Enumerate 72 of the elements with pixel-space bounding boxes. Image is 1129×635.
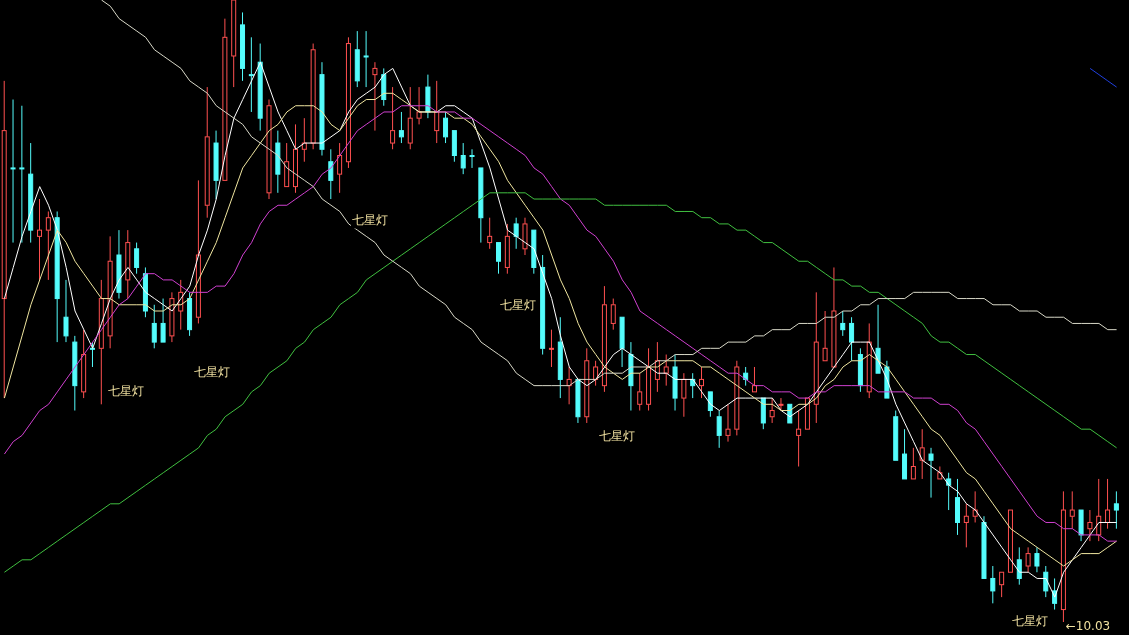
candlestick (337, 142, 343, 194)
candlestick (248, 36, 254, 113)
candlestick (672, 354, 678, 412)
candlestick (398, 111, 404, 144)
candlestick (363, 30, 369, 88)
candlestick (522, 217, 528, 256)
candlestick (107, 235, 113, 349)
candlestick (45, 210, 51, 281)
candlestick (796, 410, 802, 467)
candlestick (1016, 546, 1022, 586)
candlestick (1113, 490, 1119, 530)
candlestick (637, 372, 643, 412)
candlestick (778, 397, 784, 412)
candlestick (1034, 546, 1040, 573)
candlestick (548, 329, 554, 368)
candlestick (345, 36, 351, 169)
candlestick (928, 447, 934, 499)
candlestick (54, 210, 60, 343)
candlestick (955, 478, 960, 536)
candlestick (919, 428, 925, 480)
candlestick (628, 341, 634, 412)
candlestick (1087, 509, 1093, 542)
candlestick (10, 99, 16, 244)
candlestick (681, 372, 687, 418)
annotation: 七星灯 (499, 296, 537, 314)
candlestick (849, 316, 855, 362)
candlestick (28, 142, 34, 244)
candlestick (425, 74, 431, 119)
candlestick (540, 254, 546, 356)
candlestick (213, 130, 219, 200)
candlestick (19, 105, 25, 244)
candlestick (725, 403, 731, 443)
candlestick (116, 229, 122, 300)
candlestick (769, 397, 775, 424)
candlestick (328, 148, 334, 200)
annotation: 七星灯 (193, 363, 231, 381)
candlestick (275, 130, 281, 194)
candlestick (257, 43, 263, 132)
candlestick (434, 80, 440, 144)
candlestick (857, 347, 863, 393)
candlestick (584, 347, 590, 424)
candlestick (381, 67, 387, 107)
annotation: ←10.03 (1064, 619, 1112, 633)
candlestick (469, 148, 475, 169)
annotation: 七星灯 (1011, 612, 1049, 630)
candlestick (1069, 490, 1075, 530)
candlestick (487, 217, 493, 250)
annotation: 七星灯 (107, 382, 145, 400)
candlestick (813, 291, 819, 424)
candlestick (292, 123, 298, 194)
candlestick (566, 366, 572, 405)
candlestick (646, 347, 652, 412)
candlestick (1105, 478, 1111, 530)
candlestick (169, 291, 175, 343)
candlestick (963, 503, 969, 548)
candlestick (37, 198, 43, 281)
candlestick (240, 11, 246, 82)
candlestick (1025, 546, 1031, 573)
candlestick (63, 279, 69, 343)
annotation: 七星灯 (351, 211, 389, 229)
candlestick (840, 310, 846, 337)
candlestick (416, 86, 422, 125)
candlestick (266, 99, 272, 200)
candlestick (310, 43, 316, 150)
candlestick (557, 316, 563, 399)
candlestick (319, 61, 325, 156)
candlestick (204, 86, 210, 219)
candlestick (601, 285, 607, 393)
candlestick (125, 229, 131, 300)
candlestick (990, 565, 996, 604)
annotation: 七星灯 (598, 427, 636, 445)
candlestick (372, 61, 378, 132)
